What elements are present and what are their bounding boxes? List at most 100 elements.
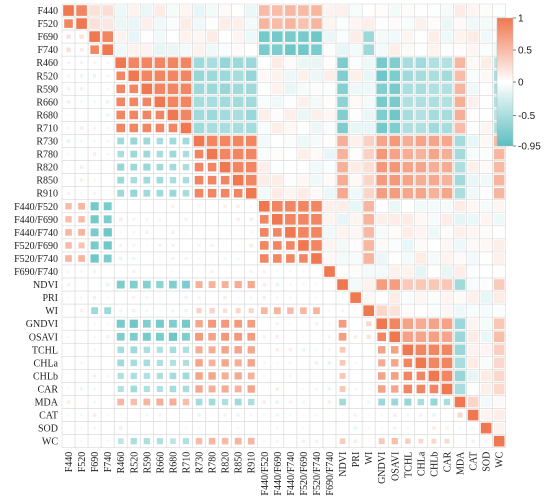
cell-R590-R590 [141, 83, 153, 95]
col-label-F520/F740: F520/F740 [312, 452, 323, 496]
cell-F520/F690-F520/F740 [311, 240, 322, 251]
cell-R910-R660 [156, 189, 164, 197]
cell-F740-R590 [141, 44, 153, 55]
cell-R680-CAR [441, 109, 453, 121]
cell-R780-R710 [182, 150, 190, 158]
cell-R710-TCHL [402, 122, 414, 134]
cell-CHLb-R820 [221, 372, 229, 380]
cell-F690/F740-R730 [198, 270, 200, 273]
cell-CHLb-NDVI [339, 373, 346, 379]
cell-R910-F520/F690 [298, 187, 309, 199]
cell-F440/F690-R850 [236, 217, 240, 222]
cell-NDVI-R850 [234, 280, 242, 289]
cell-R780-R660 [156, 150, 164, 158]
cell-CAT-R590 [145, 413, 149, 417]
cell-F520/F740-WI [363, 253, 374, 264]
cell-F440/F520-R660 [158, 205, 161, 208]
cell-GNDVI-CHLb [428, 318, 440, 330]
cell-CHLb-CHLa [416, 371, 426, 381]
cell-F440-OSAVI [389, 5, 401, 16]
cell-CHLa-CAR [441, 357, 453, 369]
cell-PRI-TCHL [402, 292, 414, 303]
cell-CHLa-GNDVI [378, 359, 386, 367]
cell-F440/F740-F740 [103, 228, 112, 237]
cell-R460-NDVI [337, 57, 348, 69]
cell-R780-F440/F740 [285, 148, 296, 160]
cell-R780-R520 [130, 150, 138, 158]
cell-R730-CAR [441, 135, 453, 147]
cell-TCHL-TCHL [402, 344, 414, 356]
row-label-F440: F440 [37, 6, 58, 17]
cell-R730-R820 [219, 135, 231, 147]
cell-R850-R820 [220, 175, 230, 185]
cell-SOD-F740 [106, 427, 109, 429]
cell-CAR-WI [367, 387, 370, 391]
cell-F440/F740-R730 [198, 231, 200, 234]
cell-F520/F740-CHLb [428, 253, 440, 264]
row-label-F520: F520 [37, 19, 58, 30]
cell-CAT-F440/F520 [263, 413, 266, 417]
cell-R520-R730 [193, 70, 205, 82]
cell-F740-F440 [66, 47, 71, 52]
cell-F520/F690-F440 [65, 242, 72, 249]
cell-F440/F690-R730 [198, 218, 200, 221]
cell-F520-R820 [219, 18, 231, 29]
cell-R520-PRI [350, 70, 361, 82]
cell-NDVI-CAR [441, 279, 453, 290]
cell-R910-F440/F740 [285, 187, 296, 199]
cell-F520/F740-F740 [103, 254, 112, 263]
cell-CAR-NDVI [339, 386, 346, 392]
cell-R680-OSAVI [389, 109, 401, 121]
cell-F440/F740-R590 [145, 230, 149, 235]
cell-SOD-CAT [471, 426, 475, 430]
cell-PRI-R680 [172, 296, 174, 299]
cell-F690/F740-R660 [159, 270, 161, 273]
cell-PRI-SOD [480, 292, 492, 303]
cell-F690-R520 [128, 31, 140, 42]
cell-F690-F520/F690 [298, 31, 309, 42]
cell-R850-R710 [182, 176, 190, 184]
cell-F740-R850 [232, 44, 244, 55]
cell-CAT-F520/F740 [315, 413, 318, 417]
col-label-R730: R730 [195, 452, 206, 474]
col-label-R660: R660 [155, 452, 166, 474]
cell-F520/F740-OSAVI [389, 253, 401, 264]
cell-R820-SOD [480, 161, 492, 173]
cell-CAT-R520 [132, 414, 135, 417]
cell-GNDVI-PRI [354, 322, 357, 325]
cell-R460-CHLb [428, 57, 440, 69]
cell-CHLb-F520/F690 [302, 375, 305, 377]
cell-R520-R660 [154, 70, 166, 82]
cell-OSAVI-SOD [480, 331, 492, 343]
col-label-F440/F520: F440/F520 [260, 452, 271, 496]
cell-CHLb-F520/F740 [315, 374, 318, 378]
cell-MDA-PRI [354, 401, 357, 403]
cell-GNDVI-R590 [142, 319, 151, 328]
cell-F690/F740-MDA [454, 266, 466, 277]
cell-R660-NDVI [337, 96, 348, 108]
cell-SOD-F440/F690 [276, 426, 279, 430]
cell-F440/F520-CHLb [428, 200, 440, 212]
cell-CAR-CAR [441, 383, 453, 395]
cell-F740-F440/F740 [285, 44, 296, 55]
cell-R590-CAT [467, 83, 479, 95]
cell-R710-R660 [155, 123, 165, 133]
cell-WC-F520 [80, 440, 83, 443]
cell-R780-TCHL [402, 148, 414, 160]
row-label-CAT: CAT [39, 411, 58, 422]
cell-PRI-R780 [211, 296, 213, 299]
cell-R590-R520 [129, 84, 139, 94]
cell-PRI-R590 [145, 296, 149, 300]
cell-F440/F690-CHLb [428, 214, 440, 225]
cell-R680-F520/F690 [298, 109, 309, 121]
cell-R590-F690/F740 [324, 83, 335, 95]
cell-R520-F740 [106, 74, 110, 78]
cell-WI-R820 [222, 308, 228, 313]
cell-R590-R710 [180, 83, 192, 95]
cell-R850-PRI [350, 174, 361, 186]
cell-R460-F520/F690 [298, 57, 309, 69]
cell-F440/F690-R590 [145, 217, 149, 221]
cell-CHLb-R710 [182, 372, 190, 380]
cell-F520/F740-R460 [119, 256, 123, 261]
cell-F440-NDVI [337, 5, 348, 16]
